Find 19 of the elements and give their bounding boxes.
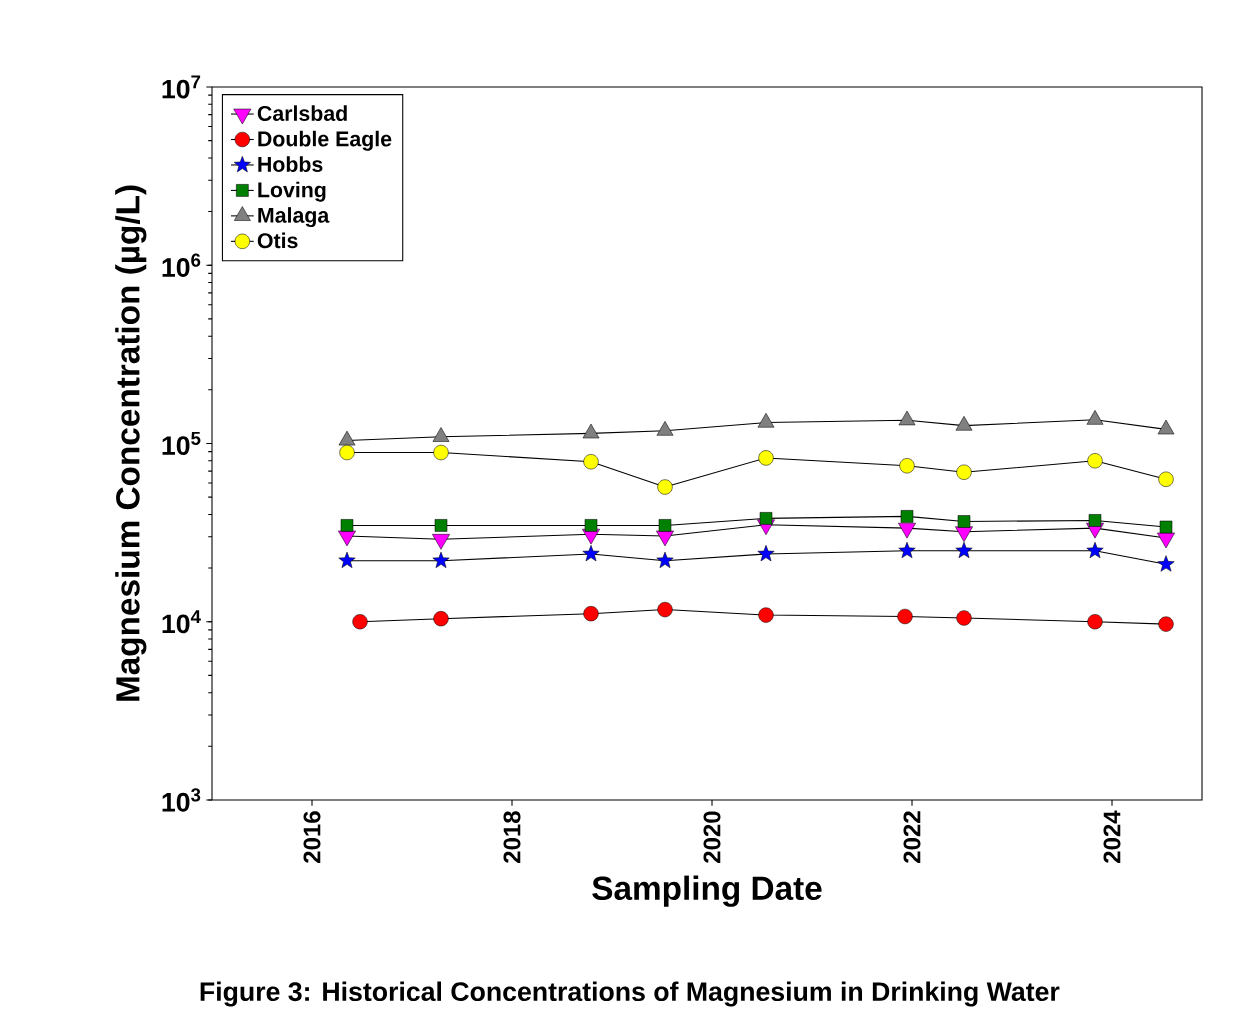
x-tick-label: 2020 (703, 811, 721, 863)
y-axis-title: Magnesium Concentration (µg/L) (115, 185, 147, 701)
legend-label: Malaga (258, 207, 330, 228)
y-tick-label: 10$^{5}$ (162, 431, 201, 456)
legend-label: Carlsbad (257, 105, 347, 121)
caption: Figure 3: Historical Concentrations of Magnesium in Drinking Water (200, 981, 1060, 1007)
y-tick-label: 10$^{6}$ (162, 253, 201, 277)
x-tick-label: 2024 (1103, 810, 1121, 863)
y-tick-label: 10$^{4}$ (162, 610, 201, 634)
x-tick-label: 2018 (503, 811, 521, 863)
x-axis-title: Sampling Date (592, 875, 822, 907)
x-tick-label: 2016 (303, 811, 321, 863)
x-tick-label: 2022 (903, 811, 921, 863)
legend-label: Otis (257, 232, 298, 249)
y-tick-label: 10$^{3}$ (162, 788, 201, 812)
y-tick-label: 10$^{7}$ (162, 75, 201, 99)
legend-label: Double Eagle (258, 130, 392, 151)
legend-label: Hobbs (258, 156, 323, 172)
legend-label: Loving (258, 181, 326, 202)
